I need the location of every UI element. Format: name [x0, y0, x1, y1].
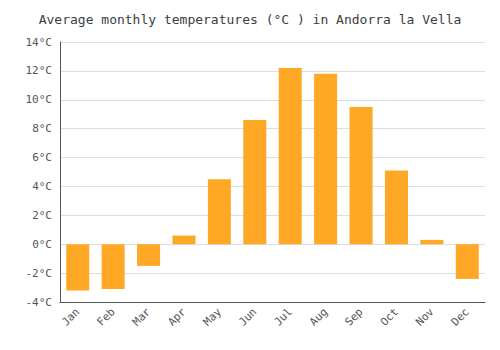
- svg-text:May: May: [201, 305, 224, 328]
- svg-text:6°C: 6°C: [32, 151, 52, 164]
- svg-text:-2°C: -2°C: [26, 267, 53, 280]
- svg-text:Jul: Jul: [272, 305, 295, 328]
- svg-text:12°C: 12°C: [26, 64, 53, 77]
- svg-text:Average monthly temperatures (: Average monthly temperatures (°C ) in An…: [39, 12, 462, 27]
- svg-text:-4°C: -4°C: [26, 296, 53, 309]
- svg-text:8°C: 8°C: [32, 122, 52, 135]
- svg-text:Feb: Feb: [94, 305, 117, 328]
- svg-text:2°C: 2°C: [32, 209, 52, 222]
- svg-text:Mar: Mar: [130, 305, 153, 328]
- svg-text:Sep: Sep: [342, 305, 365, 328]
- svg-text:Oct: Oct: [378, 305, 401, 328]
- svg-text:Dec: Dec: [449, 305, 472, 328]
- svg-text:Aug: Aug: [307, 305, 330, 328]
- svg-text:10°C: 10°C: [26, 93, 53, 106]
- svg-text:Jun: Jun: [236, 305, 259, 328]
- svg-text:4°C: 4°C: [32, 180, 52, 193]
- svg-text:0°C: 0°C: [32, 238, 52, 251]
- svg-text:14°C: 14°C: [26, 36, 53, 49]
- svg-text:Nov: Nov: [413, 305, 436, 328]
- svg-text:Jan: Jan: [59, 305, 82, 328]
- svg-text:Apr: Apr: [165, 305, 188, 328]
